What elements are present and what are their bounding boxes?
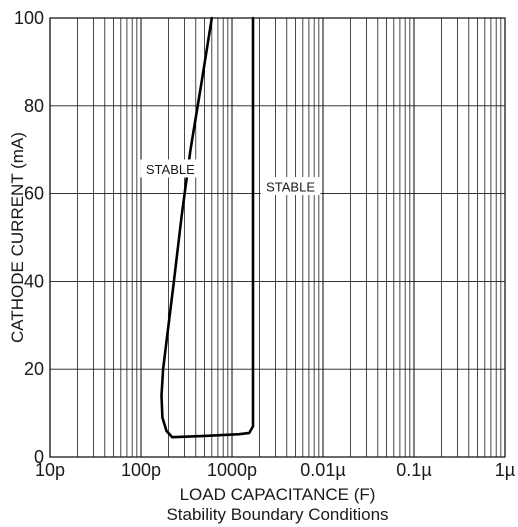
x-tick-label: 1µ xyxy=(495,460,515,480)
label-background xyxy=(260,177,321,196)
stable-region-label: STABLE xyxy=(140,159,201,178)
stable-region-label: STABLE xyxy=(260,177,321,196)
y-tick-label: 0 xyxy=(34,447,44,467)
stable-label-text: STABLE xyxy=(266,180,315,195)
y-tick-label: 60 xyxy=(24,184,44,204)
y-axis-title: CATHODE CURRENT (mA) xyxy=(8,132,27,343)
label-background xyxy=(140,159,201,178)
grid xyxy=(49,17,505,458)
x-axis-title: LOAD CAPACITANCE (F) xyxy=(180,485,376,504)
x-tick-label: 0.01µ xyxy=(300,460,345,480)
series-layer xyxy=(160,16,255,439)
stable-label-text: STABLE xyxy=(146,162,195,177)
x-tick-labels: 10p 100p 1000p 0.01µ 0.1µ 1µ xyxy=(35,460,515,480)
stability-boundary-curve xyxy=(160,16,255,439)
x-tick-label: 100p xyxy=(121,460,161,480)
x-tick-label: 0.1µ xyxy=(396,460,431,480)
annotations: STABLE STABLE xyxy=(140,159,321,196)
x-tick-label: 1000p xyxy=(207,460,257,480)
chart-caption: Stability Boundary Conditions xyxy=(166,505,388,524)
y-tick-label: 20 xyxy=(24,359,44,379)
x-tick-label: 10p xyxy=(35,460,65,480)
y-tick-labels: 0 20 40 60 80 100 xyxy=(14,8,44,467)
y-tick-label: 100 xyxy=(14,8,44,28)
y-tick-label: 80 xyxy=(24,96,44,116)
y-tick-label: 40 xyxy=(24,271,44,291)
plot-frame xyxy=(49,17,506,458)
